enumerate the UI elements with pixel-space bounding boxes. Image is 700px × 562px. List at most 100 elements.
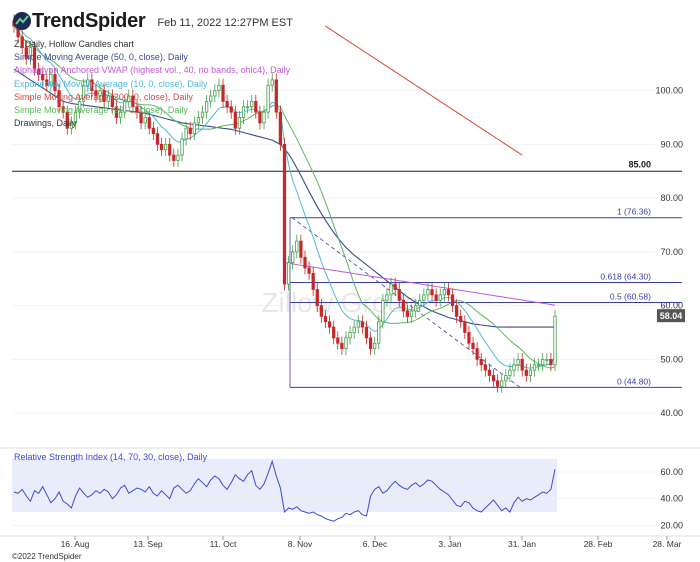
candle-body [418,299,422,307]
candle-body [69,122,73,129]
candle-body [151,127,155,135]
candle-body [344,337,348,350]
candle-body [258,111,262,124]
candle-body [213,90,217,97]
candle-body [143,117,147,124]
candle-body [483,364,487,371]
legend-item: Simple Moving Average (50, 0, close), Da… [14,52,188,63]
price-tick-label: 70.00 [660,247,683,257]
candle-body [393,283,397,290]
candle-body [368,337,373,350]
candle-body [332,326,336,339]
x-tick-label: 11. Oct [210,539,237,549]
candle-body [319,305,324,317]
candle-body [545,358,549,361]
candle-body [209,95,213,102]
candle-body [430,289,434,296]
candle-body [82,84,86,102]
indicator-legend: Z, Daily, Hollow Candles chart Simple Mov… [14,38,290,130]
chart-date: Feb 11, 2022 12:27PM EST [157,16,293,29]
legend-item: Exponential Moving Average (10, 0, close… [14,78,208,89]
candle-body [516,358,520,366]
x-tick-label: 28. Mar [653,539,682,549]
candle-body [364,326,369,339]
candle-body [90,79,94,92]
candle-body [188,127,192,135]
candle-body [131,95,135,108]
candle-body [57,90,61,108]
candle-body [409,310,414,317]
rsi-line [13,459,556,522]
candle-body [389,283,393,296]
candle-body [159,143,164,151]
candle-body [274,79,278,113]
candle-body [254,100,258,113]
candle-body [65,111,69,129]
candle-body [467,332,471,344]
candle-body [110,95,114,108]
candle-body [164,143,168,151]
candle-body [377,321,381,344]
candle-body [123,100,127,113]
price-tick-label: 60.00 [660,301,683,311]
x-tick-label: 16. Aug [61,539,90,549]
candle-body [496,380,500,387]
candle-body [168,143,172,156]
candle-body [532,364,537,371]
candle-body [266,84,270,113]
candle-body [53,74,57,92]
candle-body [155,133,160,145]
candle-body [241,106,246,118]
candle-body [73,111,78,124]
candle-body [200,111,205,118]
candle-body [549,358,553,366]
candle-body [360,321,364,328]
rsi-tick-label: 20.00 [660,520,683,530]
x-tick-label: 6. Dec [363,539,388,549]
candle-body [36,68,41,75]
candle-body [229,106,233,113]
brand-name: TrendSpider [32,9,146,32]
candle-body [233,111,237,129]
rsi-label: Relative Strength Index (14, 70, 30, clo… [14,452,208,462]
candle-body [32,47,37,70]
sma200-line [325,25,523,156]
candle-body [196,117,201,124]
candle-body [405,310,410,317]
price-tick-label: 80.00 [660,193,683,203]
level-label-85: 85.00 [628,159,651,169]
candle-body [192,122,196,135]
candle-body [127,95,131,102]
fib-trend-line [291,217,521,388]
candle-body [20,36,24,49]
candle-body [184,127,188,140]
candle-body [459,315,463,323]
rsi-tick-label: 60.00 [660,467,683,477]
candle-body [422,294,426,301]
candle-body [307,267,311,274]
candle-body [446,289,451,296]
rsi-band [12,458,557,512]
candle-body [86,79,90,86]
candle-body [28,47,33,59]
candle-body [434,294,438,301]
candle-body [172,154,176,161]
trendspider-logo-icon [13,12,31,30]
candle-body [520,358,524,371]
candle-body [299,240,303,258]
candle-body [438,294,442,301]
candle-body [323,315,328,323]
candle-body [77,100,82,113]
candle-body [487,369,492,376]
price-tick-label: 90.00 [660,139,683,149]
price-tick-label: 50.00 [660,354,683,364]
x-tick-label: 13. Sep [133,539,163,549]
candle-body [524,369,528,376]
candle-body [373,342,377,350]
candle-body [139,111,143,124]
candle-body [455,305,459,317]
candle-body [401,299,405,312]
candle-body [471,342,475,350]
candle-body [114,106,119,118]
